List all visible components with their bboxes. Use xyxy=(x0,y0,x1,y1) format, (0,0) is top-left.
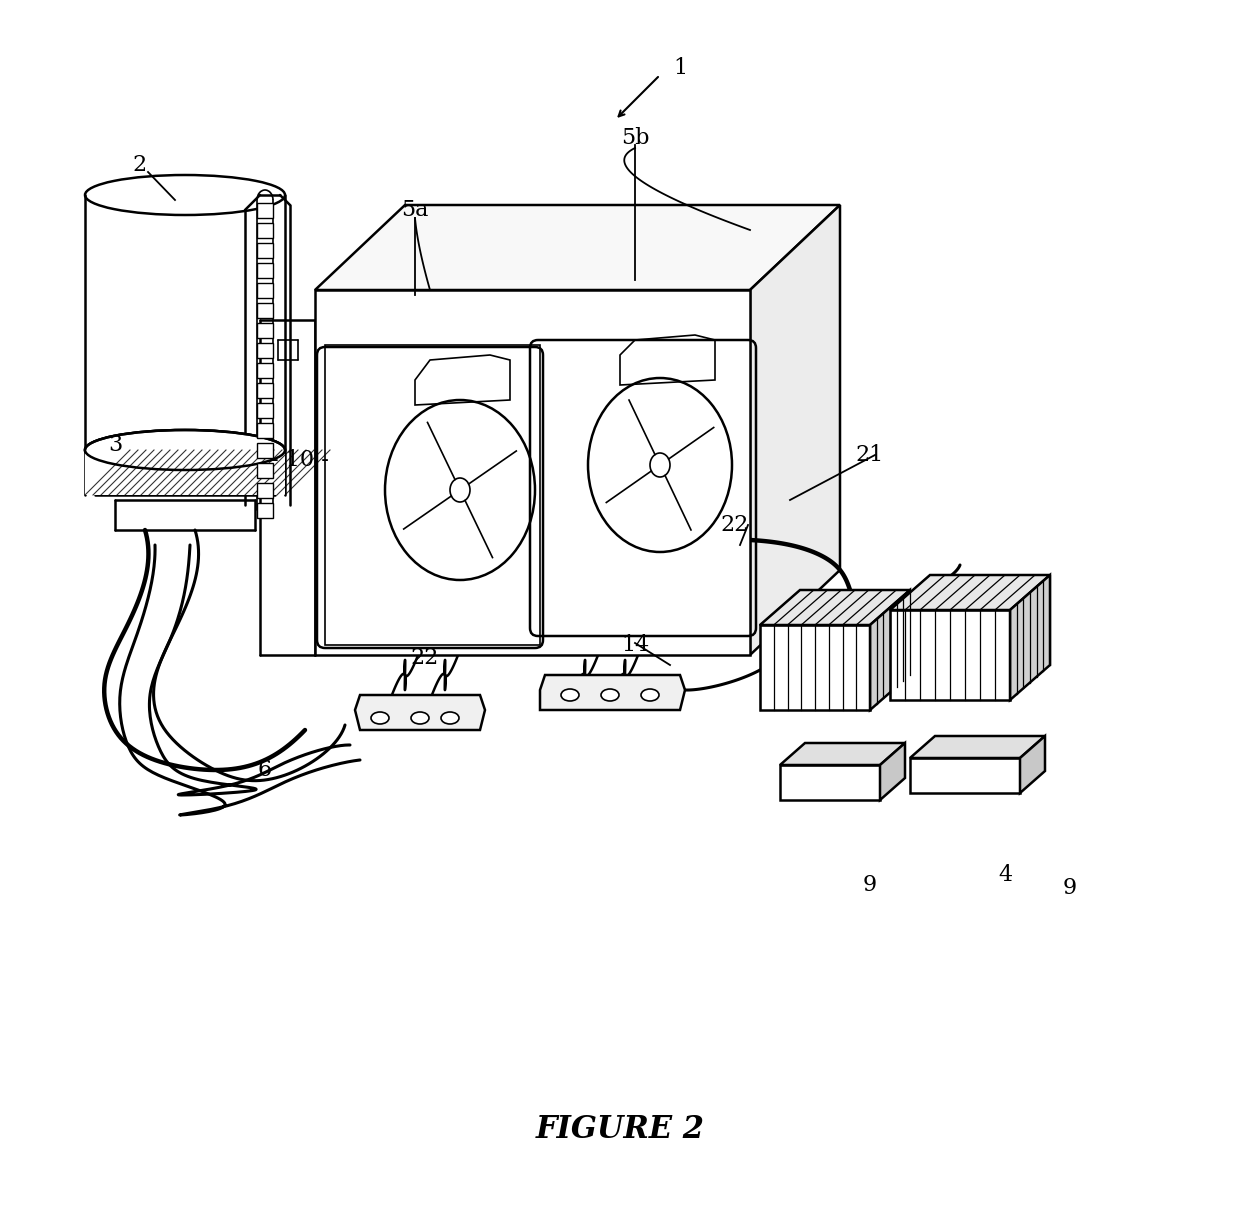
Bar xyxy=(257,263,273,278)
Polygon shape xyxy=(750,205,839,655)
Polygon shape xyxy=(1021,736,1045,793)
Bar xyxy=(257,283,273,298)
Ellipse shape xyxy=(410,712,429,724)
Bar xyxy=(257,303,273,318)
Polygon shape xyxy=(780,744,905,764)
Bar xyxy=(257,343,273,358)
Bar xyxy=(257,383,273,398)
Bar xyxy=(257,243,273,258)
Ellipse shape xyxy=(641,688,658,701)
Bar xyxy=(257,443,273,458)
Text: 21: 21 xyxy=(856,443,884,466)
Text: 6: 6 xyxy=(258,760,272,782)
FancyBboxPatch shape xyxy=(86,450,285,495)
Polygon shape xyxy=(870,590,910,710)
Polygon shape xyxy=(355,695,485,730)
Text: FIGURE 2: FIGURE 2 xyxy=(536,1115,704,1145)
Bar xyxy=(257,503,273,518)
Text: 9: 9 xyxy=(863,873,877,895)
Polygon shape xyxy=(910,758,1021,793)
Polygon shape xyxy=(760,590,910,625)
Bar xyxy=(257,463,273,478)
Ellipse shape xyxy=(560,688,579,701)
Polygon shape xyxy=(890,610,1011,699)
Text: 4: 4 xyxy=(998,864,1012,886)
Bar xyxy=(257,223,273,238)
Polygon shape xyxy=(315,290,750,655)
Text: 5a: 5a xyxy=(402,198,429,220)
Bar xyxy=(257,423,273,439)
Bar xyxy=(257,483,273,499)
Bar xyxy=(257,203,273,218)
Ellipse shape xyxy=(601,688,619,701)
Ellipse shape xyxy=(86,430,285,470)
Polygon shape xyxy=(539,675,684,710)
Polygon shape xyxy=(315,205,839,290)
Bar xyxy=(257,363,273,379)
Polygon shape xyxy=(880,744,905,800)
Polygon shape xyxy=(780,764,880,800)
Polygon shape xyxy=(890,575,1050,610)
Ellipse shape xyxy=(859,616,880,635)
Polygon shape xyxy=(1011,575,1050,699)
Polygon shape xyxy=(910,736,1045,758)
Ellipse shape xyxy=(371,712,389,724)
Ellipse shape xyxy=(441,712,459,724)
Bar xyxy=(257,403,273,418)
Bar xyxy=(257,323,273,338)
Text: 1: 1 xyxy=(673,58,687,78)
Text: - 10 -: - 10 - xyxy=(272,450,329,470)
Text: 22: 22 xyxy=(720,514,749,537)
Text: 2: 2 xyxy=(133,154,148,176)
Text: 5b: 5b xyxy=(621,127,650,149)
Polygon shape xyxy=(760,625,870,710)
Text: 22: 22 xyxy=(410,647,439,669)
Text: 14: 14 xyxy=(621,635,649,657)
Text: 9: 9 xyxy=(1063,877,1078,899)
Text: 3: 3 xyxy=(108,434,122,456)
